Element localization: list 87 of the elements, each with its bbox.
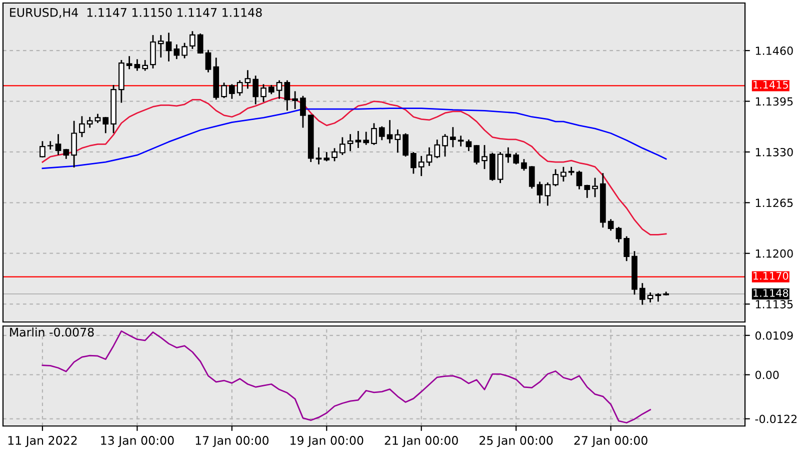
candlestick [434, 140, 440, 158]
chart-title: EURUSD,H4 1.1147 1.1150 1.1147 1.1148 [10, 8, 262, 18]
candlestick [142, 60, 148, 71]
x-tick-label: 27 Jan 00:00 [574, 436, 648, 448]
candlestick [292, 91, 298, 109]
y-tick-label: 1.1200 [756, 249, 793, 258]
candlestick [552, 169, 558, 186]
candlestick [205, 50, 212, 72]
candlestick [71, 120, 77, 168]
candlestick [221, 82, 227, 98]
candlestick [584, 184, 590, 198]
y-tick-label: 1.1460 [756, 46, 793, 55]
x-tick-label: 25 Jan 00:00 [480, 436, 553, 448]
candlestick [378, 126, 385, 140]
y-tick-label: 0.0109 [755, 331, 793, 340]
y-tick-label: 1.1265 [756, 198, 793, 208]
candlestick [174, 44, 180, 60]
candlestick [560, 166, 566, 182]
candlestick [608, 219, 614, 231]
x-tick-label: 13 Jan 00:00 [101, 436, 174, 448]
x-tick-label: 11 Jan 2022 [8, 436, 77, 448]
candlestick [513, 152, 520, 164]
candlestick [244, 70, 251, 89]
candlestick [158, 35, 164, 58]
candlestick [426, 147, 432, 166]
candlestick [126, 56, 132, 70]
candlestick [624, 236, 630, 262]
candlestick [228, 84, 235, 99]
candlestick [482, 145, 488, 170]
candlestick [276, 80, 282, 99]
candlestick [55, 134, 62, 156]
candlestick [442, 134, 448, 157]
candlestick [236, 80, 243, 96]
candlestick [616, 226, 622, 242]
candlestick [182, 42, 188, 58]
ref-line-label: 1.1170 [754, 272, 788, 280]
candlestick [639, 283, 646, 305]
candlestick [521, 159, 527, 171]
candlestick [347, 134, 354, 152]
x-tick-label: 19 Jan 00:00 [290, 436, 364, 448]
candlestick [474, 145, 480, 164]
y-tick-label: 1.1395 [756, 97, 793, 106]
candlestick [458, 136, 464, 146]
candlestick [284, 80, 290, 111]
candlestick [340, 137, 346, 156]
candlestick [252, 76, 259, 104]
ref-line-label: 1.1148 [754, 289, 788, 297]
y-tick-label: -0.0122 [755, 414, 796, 424]
candlestick [528, 166, 535, 189]
candlestick [363, 132, 370, 145]
candlestick [300, 96, 306, 128]
candlestick [402, 133, 408, 157]
candlestick [536, 182, 543, 204]
candlestick [134, 59, 140, 71]
candlestick [355, 130, 362, 148]
candlestick [386, 120, 393, 144]
x-tick-label: 21 Jan 00:00 [384, 436, 458, 448]
candlestick [190, 31, 196, 49]
candlestick [150, 35, 156, 68]
candlestick [260, 84, 266, 102]
chart-title: Marlin -0.0078 [10, 328, 94, 337]
candlestick [102, 116, 109, 134]
candlestick [166, 32, 172, 62]
candlestick [371, 123, 377, 145]
candlestick [655, 293, 662, 302]
candlestick [576, 170, 582, 190]
candlestick [86, 116, 93, 128]
y-tick-label: 0.00 [755, 370, 779, 380]
candlestick [466, 140, 472, 152]
candlestick [40, 141, 46, 158]
candlestick [332, 148, 338, 162]
candlestick [394, 129, 401, 153]
candlestick [197, 34, 204, 54]
candlestick [663, 292, 669, 296]
candlestick [592, 178, 598, 198]
y-tick-label: 1.1330 [756, 148, 793, 156]
candlestick [79, 116, 85, 138]
candlestick [47, 141, 54, 150]
candlestick [568, 166, 574, 176]
candlestick [544, 182, 551, 206]
candlestick [410, 152, 416, 174]
ref-line-label: 1.1415 [754, 80, 788, 89]
candlestick [418, 156, 424, 176]
candlestick [316, 147, 322, 164]
x-tick-label: 17 Jan 00:00 [196, 436, 269, 448]
y-tick-label: 1.1135 [756, 300, 793, 308]
candlestick [450, 127, 456, 148]
